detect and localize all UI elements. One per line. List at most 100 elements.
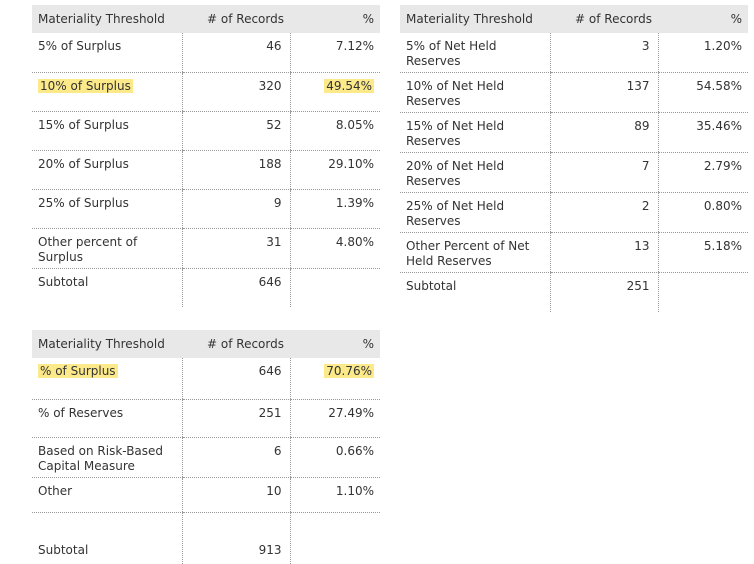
threshold-cell: Other percent of Surplus: [32, 228, 182, 269]
percent-value: 70.76%: [324, 364, 374, 378]
threshold-cell: 5% of Net Held Reserves: [400, 33, 550, 73]
threshold-basis-table: Materiality Threshold # of Records % % o…: [32, 330, 380, 564]
threshold-cell: % of Reserves: [32, 399, 182, 438]
threshold-label: Based on Risk-Based Capital Measure: [38, 443, 164, 473]
records-cell: 6: [181, 437, 290, 478]
threshold-label: 10% of Surplus: [38, 78, 133, 93]
records-cell: 89: [549, 112, 658, 153]
percent-cell: 5.18%: [657, 232, 748, 273]
records-cell: 10: [181, 477, 290, 513]
threshold-cell: 15% of Net Held Reserves: [400, 112, 550, 153]
threshold-cell: Other: [32, 477, 182, 513]
subtotal-records: 251: [549, 272, 658, 312]
table-row: 20% of Surplus 188 29.10%: [32, 150, 380, 190]
threshold-cell: 10% of Net Held Reserves: [400, 72, 550, 113]
threshold-cell: Based on Risk-Based Capital Measure: [32, 437, 182, 478]
table-row: Other 10 1.10%: [32, 477, 380, 513]
records-cell: 251: [181, 399, 290, 438]
percent-cell: 49.54%: [289, 72, 380, 112]
percent-value: 1.10%: [335, 483, 374, 498]
subtotal-label: Subtotal: [38, 274, 89, 289]
percent-value: 8.05%: [335, 117, 374, 132]
percent-value: 35.46%: [696, 119, 742, 133]
records-cell: 137: [549, 72, 658, 113]
surplus-threshold-table: Materiality Threshold # of Records % 5% …: [32, 5, 380, 307]
percent-cell: 8.05%: [289, 111, 380, 151]
records-cell: 46: [181, 33, 290, 73]
records-cell: 31: [181, 228, 290, 269]
percent-value: 1.20%: [703, 39, 742, 53]
subtotal-label: Subtotal: [38, 543, 89, 557]
header-records: # of Records: [182, 330, 290, 358]
threshold-cell: % of Surplus: [32, 358, 182, 400]
header-percent: %: [658, 5, 748, 33]
percent-cell: 0.80%: [657, 192, 748, 233]
threshold-label: 25% of Surplus: [38, 195, 129, 210]
percent-cell: 4.80%: [289, 228, 380, 269]
header-percent: %: [290, 330, 380, 358]
header-threshold: Materiality Threshold: [32, 5, 182, 33]
header-records: # of Records: [182, 5, 290, 33]
threshold-label: % of Surplus: [38, 364, 118, 378]
table-row: 10% of Surplus 320 49.54%: [32, 72, 380, 112]
threshold-label: 20% of Surplus: [38, 156, 129, 171]
table-row: 15% of Net Held Reserves 89 35.46%: [400, 112, 748, 153]
records-cell: 646: [181, 358, 290, 400]
table-row: 5% of Surplus 46 7.12%: [32, 33, 380, 73]
table-row: 15% of Surplus 52 8.05%: [32, 111, 380, 151]
subtotal-records: 913: [181, 512, 290, 564]
percent-value: 1.39%: [335, 195, 374, 210]
threshold-cell: 5% of Surplus: [32, 33, 182, 73]
percent-cell: 1.39%: [289, 189, 380, 229]
threshold-label: Other: [38, 483, 73, 498]
percent-value: 27.49%: [328, 405, 374, 420]
threshold-label: 15% of Net Held Reserves: [406, 119, 505, 148]
table-row: Other percent of Surplus 31 4.80%: [32, 228, 380, 269]
header-records: # of Records: [550, 5, 658, 33]
header-row: Materiality Threshold # of Records %: [400, 5, 748, 33]
threshold-label: % of Reserves: [38, 405, 124, 420]
subtotal-row: Subtotal 251: [400, 272, 748, 312]
records-cell: 13: [549, 232, 658, 273]
threshold-label: 20% of Net Held Reserves: [406, 159, 505, 188]
table-row: 5% of Net Held Reserves 3 1.20%: [400, 33, 748, 73]
subtotal-row: Subtotal 646: [32, 268, 380, 307]
percent-cell: 35.46%: [657, 112, 748, 153]
percent-cell: 27.49%: [289, 399, 380, 438]
table-row: 25% of Surplus 9 1.39%: [32, 189, 380, 229]
percent-value: 0.66%: [335, 443, 374, 458]
threshold-label: 5% of Net Held Reserves: [406, 39, 497, 68]
threshold-cell: 25% of Net Held Reserves: [400, 192, 550, 233]
percent-cell: [289, 512, 380, 564]
header-threshold: Materiality Threshold: [32, 330, 182, 358]
percent-value: 7.12%: [335, 39, 374, 53]
table-row: 20% of Net Held Reserves 7 2.79%: [400, 152, 748, 193]
records-cell: 7: [549, 152, 658, 193]
records-cell: 9: [181, 189, 290, 229]
records-cell: 52: [181, 111, 290, 151]
subtotal-records: 646: [181, 268, 290, 307]
records-cell: 320: [181, 72, 290, 112]
threshold-cell: 10% of Surplus: [32, 72, 182, 112]
percent-value: 54.58%: [696, 79, 742, 93]
threshold-cell: Other Percent of Net Held Reserves: [400, 232, 550, 273]
percent-cell: 0.66%: [289, 437, 380, 478]
threshold-cell: Subtotal: [32, 268, 182, 307]
reserves-threshold-table: Materiality Threshold # of Records % 5% …: [400, 5, 748, 312]
threshold-label: 5% of Surplus: [38, 39, 122, 53]
percent-cell: [289, 268, 380, 307]
percent-cell: 54.58%: [657, 72, 748, 113]
threshold-cell: 20% of Net Held Reserves: [400, 152, 550, 193]
percent-cell: 1.10%: [289, 477, 380, 513]
percent-cell: 7.12%: [289, 33, 380, 73]
percent-cell: 2.79%: [657, 152, 748, 193]
header-row: Materiality Threshold # of Records %: [32, 330, 380, 358]
table-row: 25% of Net Held Reserves 2 0.80%: [400, 192, 748, 233]
table-row: Other Percent of Net Held Reserves 13 5.…: [400, 232, 748, 273]
header-row: Materiality Threshold # of Records %: [32, 5, 380, 33]
table-row: % of Reserves 251 27.49%: [32, 399, 380, 438]
percent-value: 29.10%: [328, 156, 374, 171]
threshold-label: Other percent of Surplus: [38, 234, 138, 264]
table-row: % of Surplus 646 70.76%: [32, 358, 380, 400]
percent-cell: 70.76%: [289, 358, 380, 400]
